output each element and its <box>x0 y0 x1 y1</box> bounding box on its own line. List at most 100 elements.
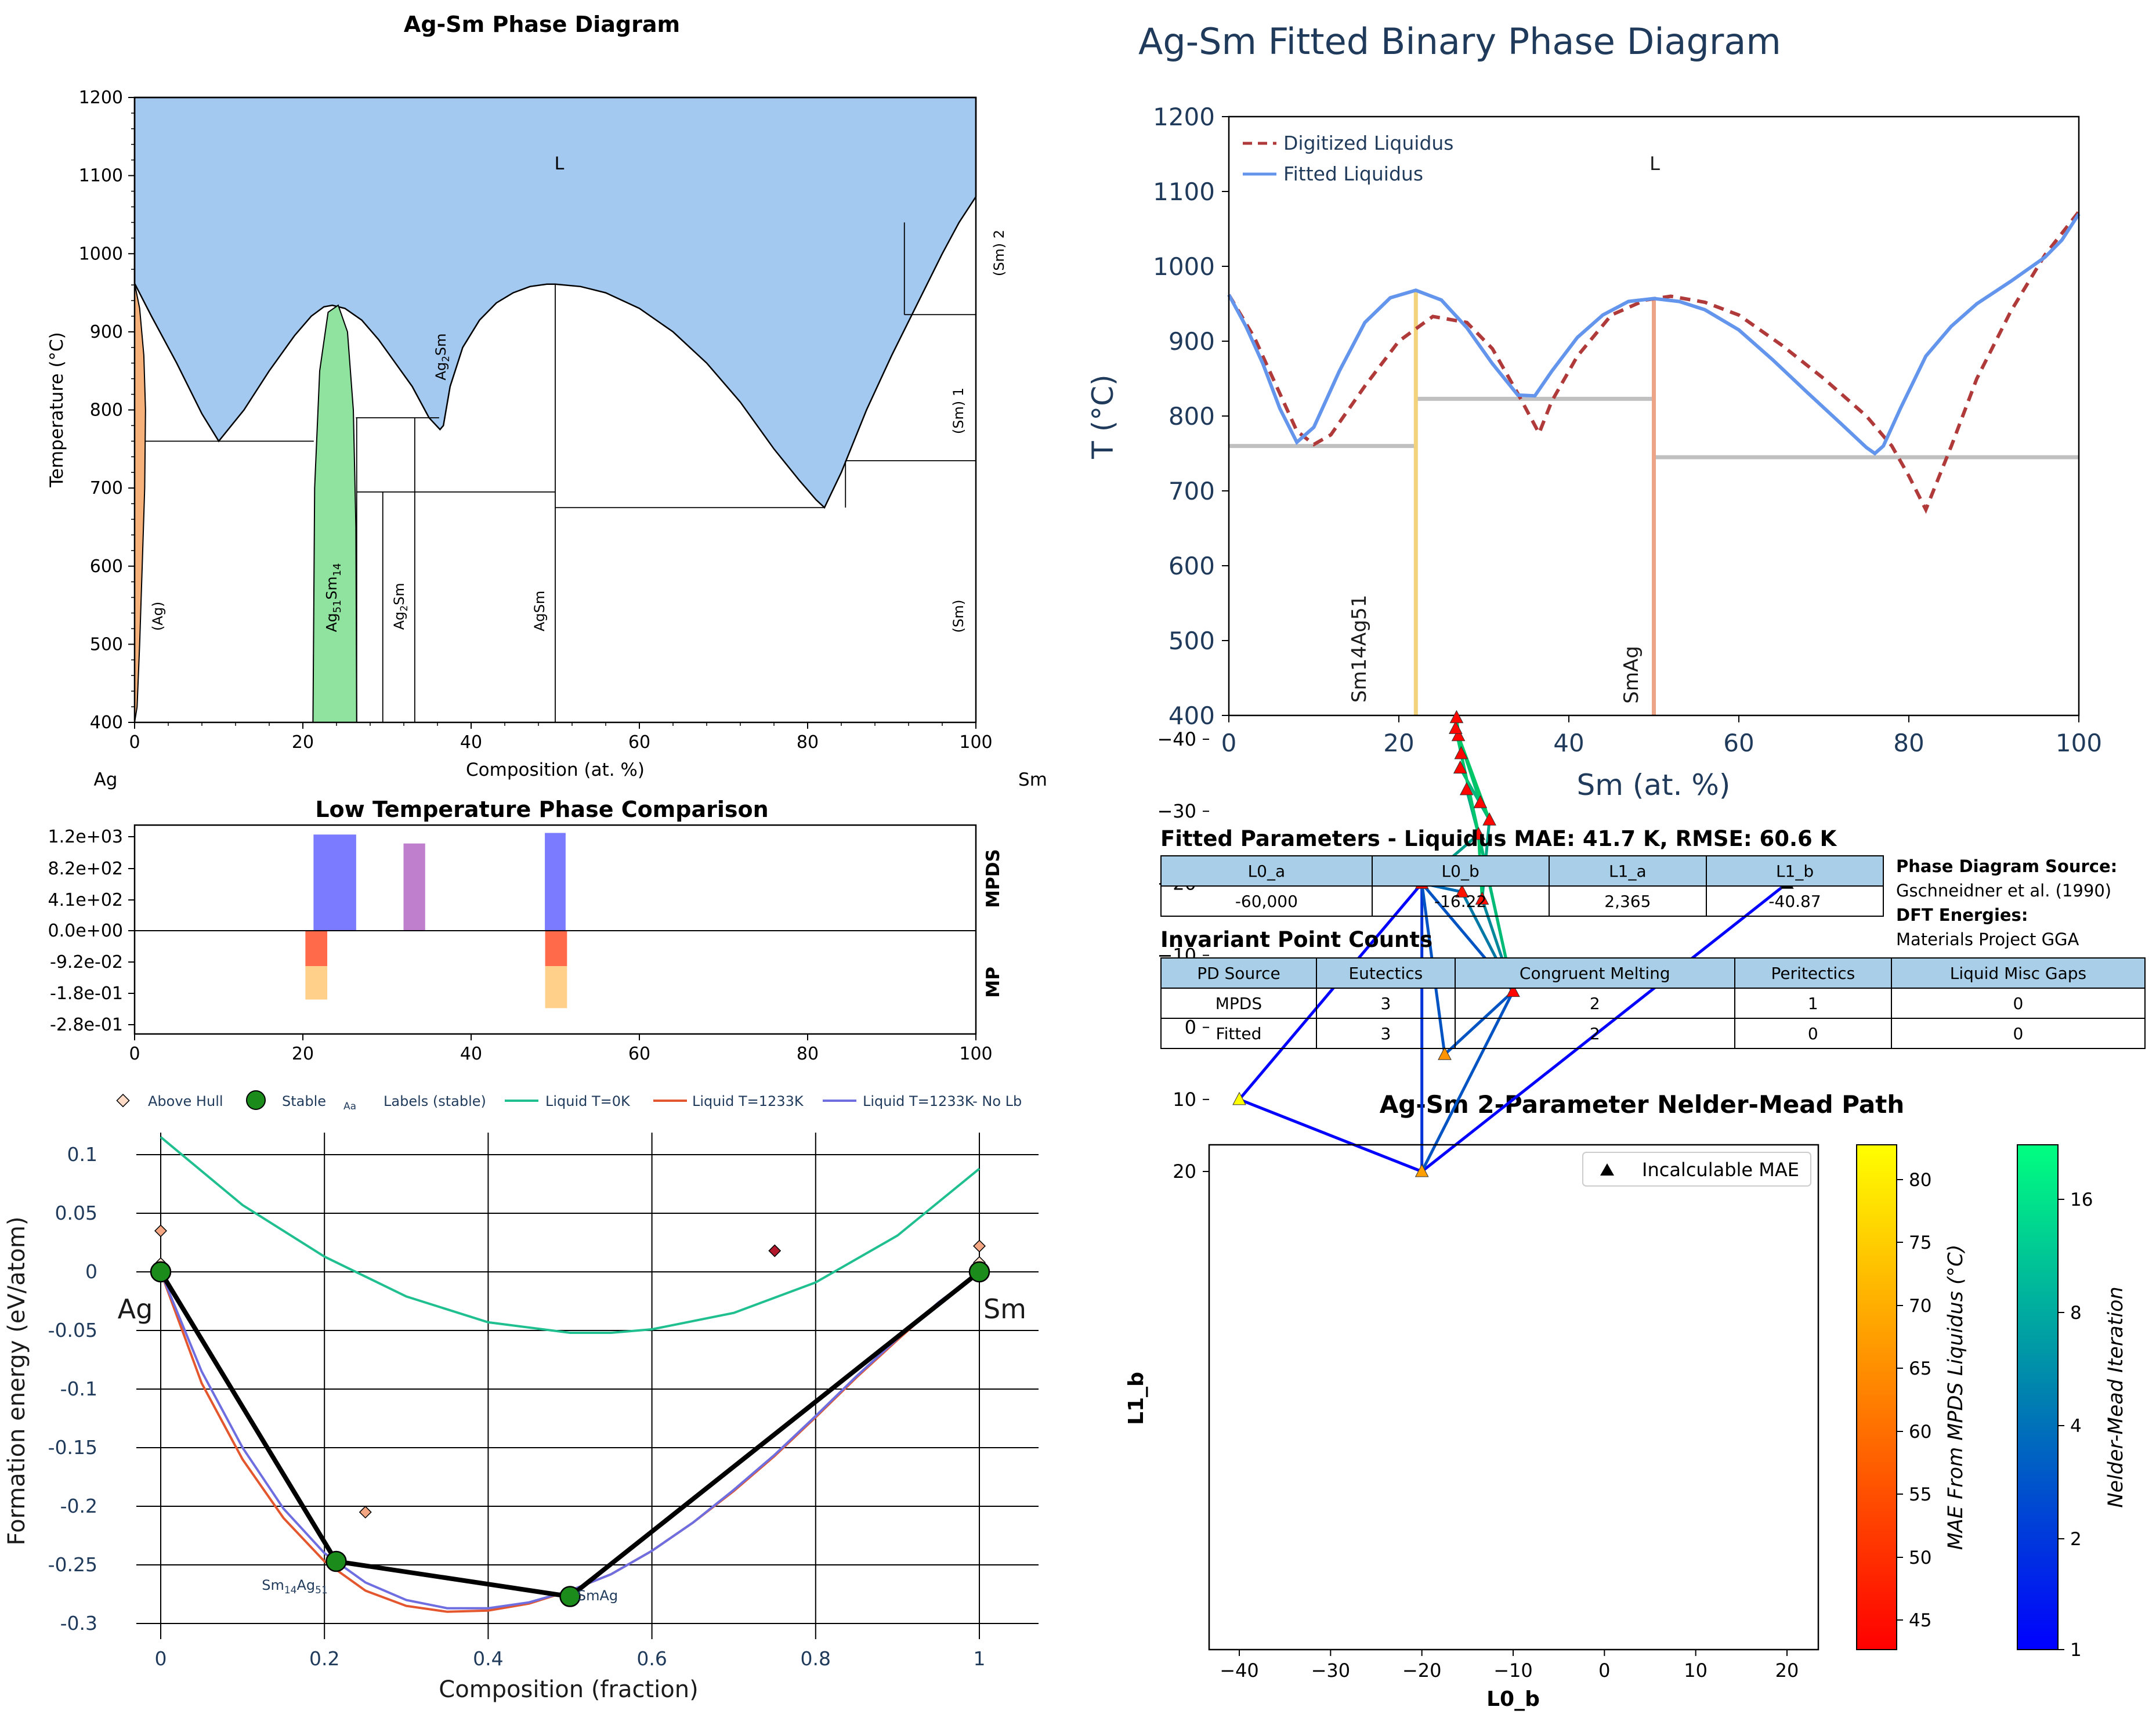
digitized-liquidus-curve <box>1227 210 2081 514</box>
cbar-tick-label: 80 <box>1909 1170 1931 1191</box>
y-tick-label: 700 <box>90 478 123 498</box>
legend-aa-marker: Aa <box>343 1101 356 1112</box>
fitted-xlabel: Sm (at. %) <box>1577 768 1731 802</box>
x-tick-label: 100 <box>959 732 992 753</box>
mae-colorbar-label: MAE From MPDS Liquidus (°C) <box>1944 1245 1967 1550</box>
legend-liquid-1233k-nolb: Liquid T=1233K- No Lb <box>863 1093 1022 1109</box>
x-tick-label: 0 <box>129 732 140 753</box>
params-header: L1_a <box>1548 855 1708 887</box>
x-tick-label: 1 <box>974 1647 986 1670</box>
params-cell: -60,000 <box>1160 885 1373 917</box>
cbar-tick-label: 1 <box>2070 1640 2082 1661</box>
ag51sm14-region <box>312 304 357 723</box>
x-tick-label: 0 <box>129 1044 140 1064</box>
x-tick-label: 0.2 <box>309 1647 339 1670</box>
y-tick-label: 8.2e+02 <box>48 859 123 879</box>
nelder-mead-xlabel: L0_b <box>1486 1687 1540 1711</box>
invariants-title: Invariant Point Counts <box>1160 927 1433 952</box>
label-agsm: AgSm <box>531 591 548 631</box>
x-tick-label: 80 <box>797 732 819 753</box>
label-ag2sm-low: Ag2Sm <box>391 583 410 630</box>
invariants-table: PD Source Eutectics Congruent Melting Pe… <box>1160 957 2146 1049</box>
low-temp-bars <box>305 833 567 1008</box>
x-tick-label: 100 <box>959 1044 992 1064</box>
fitted-ticks: 0 20 40 60 80 100 400 500 600 700 800 900 1000 1100 12… <box>1153 103 2102 757</box>
x-tick-label: −40 <box>1220 1659 1259 1682</box>
y-tick-label: 600 <box>1169 552 1215 580</box>
hull-xlabel: Composition (fraction) <box>439 1676 698 1703</box>
fitted-title: Ag-Sm Fitted Binary Phase Diagram <box>1138 20 1781 63</box>
simplex-vertex <box>1451 728 1466 742</box>
liquid-1233k-nolb-curve <box>160 1271 981 1610</box>
mae-colorbar <box>1856 1144 1897 1650</box>
invariants-cell: Fitted <box>1160 1018 1317 1049</box>
phase-diagram-ticks: 0 20 40 60 80 100 400 500 600 700 800 900 1000 1100 12… <box>79 88 993 753</box>
y-tick-label: 0.0e+00 <box>48 921 123 941</box>
params-table: L0_a L0_b L1_a L1_b -60,000 -16.22 2,365… <box>1160 855 1884 917</box>
mp-bar <box>545 966 567 1008</box>
y-tick-label: 800 <box>1169 402 1215 431</box>
hull-label-sm14ag51: Sm14Ag51 <box>262 1577 328 1596</box>
x-tick-label: 0 <box>1221 729 1237 757</box>
invariants-cell: 3 <box>1315 1018 1456 1049</box>
y-tick-label: -0.2 <box>60 1495 97 1517</box>
legend-above-hull: Above Hull <box>148 1093 223 1109</box>
incalculable-marker-icon <box>1600 1163 1614 1176</box>
nelder-mead-legend: Incalculable MAE <box>1582 1152 1811 1187</box>
source-dft-value: Materials Project GGA <box>1896 930 2079 949</box>
fitted-label-sm14ag51: Sm14Ag51 <box>1348 595 1371 703</box>
hull-grid <box>136 1133 1039 1639</box>
y-tick-label: 1200 <box>1153 103 1215 131</box>
mpds-bar <box>545 833 566 931</box>
cbar-tick-label: 55 <box>1909 1484 1931 1505</box>
x-tick-label: 80 <box>1893 729 1924 757</box>
nelder-mead-title: Ag-Sm 2-Parameter Nelder-Mead Path <box>1380 1090 1905 1119</box>
fitted-liquidus-curve <box>1227 213 2081 456</box>
legend-liquid-1233k: Liquid T=1233K <box>692 1093 804 1109</box>
x-tick-label: 60 <box>628 1044 650 1064</box>
x-tick-label: 40 <box>460 1044 482 1064</box>
invariants-cell: 2 <box>1454 988 1735 1019</box>
low-temp-frame <box>133 824 977 1035</box>
cbar-tick-label: 16 <box>2070 1189 2093 1210</box>
hull-ylabel: Formation energy (eV/atom) <box>3 1217 30 1546</box>
fitted-label-smag: SmAg <box>1620 646 1643 704</box>
x-tick-label: −30 <box>1311 1659 1351 1682</box>
simplex-vertex <box>1449 710 1464 724</box>
simplex-vertex <box>1482 812 1496 826</box>
colorbar-ticks: 80 75 70 65 60 55 50 45 16 8 4 2 1 <box>1897 1170 2093 1661</box>
y-tick-label: 400 <box>1169 701 1215 730</box>
cbar-tick-label: 45 <box>1909 1610 1931 1631</box>
x-tick-label: 0 <box>1598 1659 1610 1682</box>
legend-stable-marker <box>246 1090 266 1110</box>
y-tick-label: 500 <box>1169 627 1215 655</box>
ag-solid-solution-region <box>134 283 146 723</box>
y-tick-label: 4.1e+02 <box>48 890 123 910</box>
low-temp-title: Low Temperature Phase Comparison <box>315 797 768 822</box>
y-tick-label: 900 <box>1169 327 1215 356</box>
y-tick-label: 900 <box>90 322 123 342</box>
phase-diagram-left-element: Ag <box>94 769 118 790</box>
x-tick-label: 20 <box>292 1044 314 1064</box>
hull-panel: 0.1 0.05 0 -0.05 -0.1 -0.15 -0.2 -0.25 -0.3 0 0.2 0… <box>3 1090 1039 1703</box>
y-tick-label: −40 <box>1157 728 1196 750</box>
label-sm-1: (Sm) 1 <box>950 388 967 434</box>
params-cell: 2,365 <box>1548 885 1708 917</box>
cbar-tick-label: 4 <box>2070 1416 2082 1437</box>
invariants-cell: 0 <box>1734 1018 1892 1049</box>
cbar-tick-label: 50 <box>1909 1547 1931 1568</box>
phase-diagram-title: Ag-Sm Phase Diagram <box>404 12 680 37</box>
nelder-mead-legend-box <box>1582 1152 1811 1187</box>
above-hull-point <box>973 1239 986 1253</box>
low-temp-panel: Low Temperature Phase Comparison 1.2e+03… <box>48 797 1004 1064</box>
y-tick-label: 20 <box>1173 1160 1196 1183</box>
legend-liquid-0k: Liquid T=0K <box>545 1093 631 1109</box>
x-tick-label: 60 <box>628 732 650 753</box>
x-tick-label: 40 <box>1553 729 1584 757</box>
y-tick-label: 0.05 <box>55 1202 97 1224</box>
phase-diagram-xlabel: Composition (at. %) <box>466 760 645 780</box>
x-tick-label: 60 <box>1723 729 1754 757</box>
stable-point <box>325 1550 347 1572</box>
phase-diagram-ylabel: Temperature (°C) <box>46 332 67 488</box>
low-temp-label-mpds: MPDS <box>983 849 1004 908</box>
